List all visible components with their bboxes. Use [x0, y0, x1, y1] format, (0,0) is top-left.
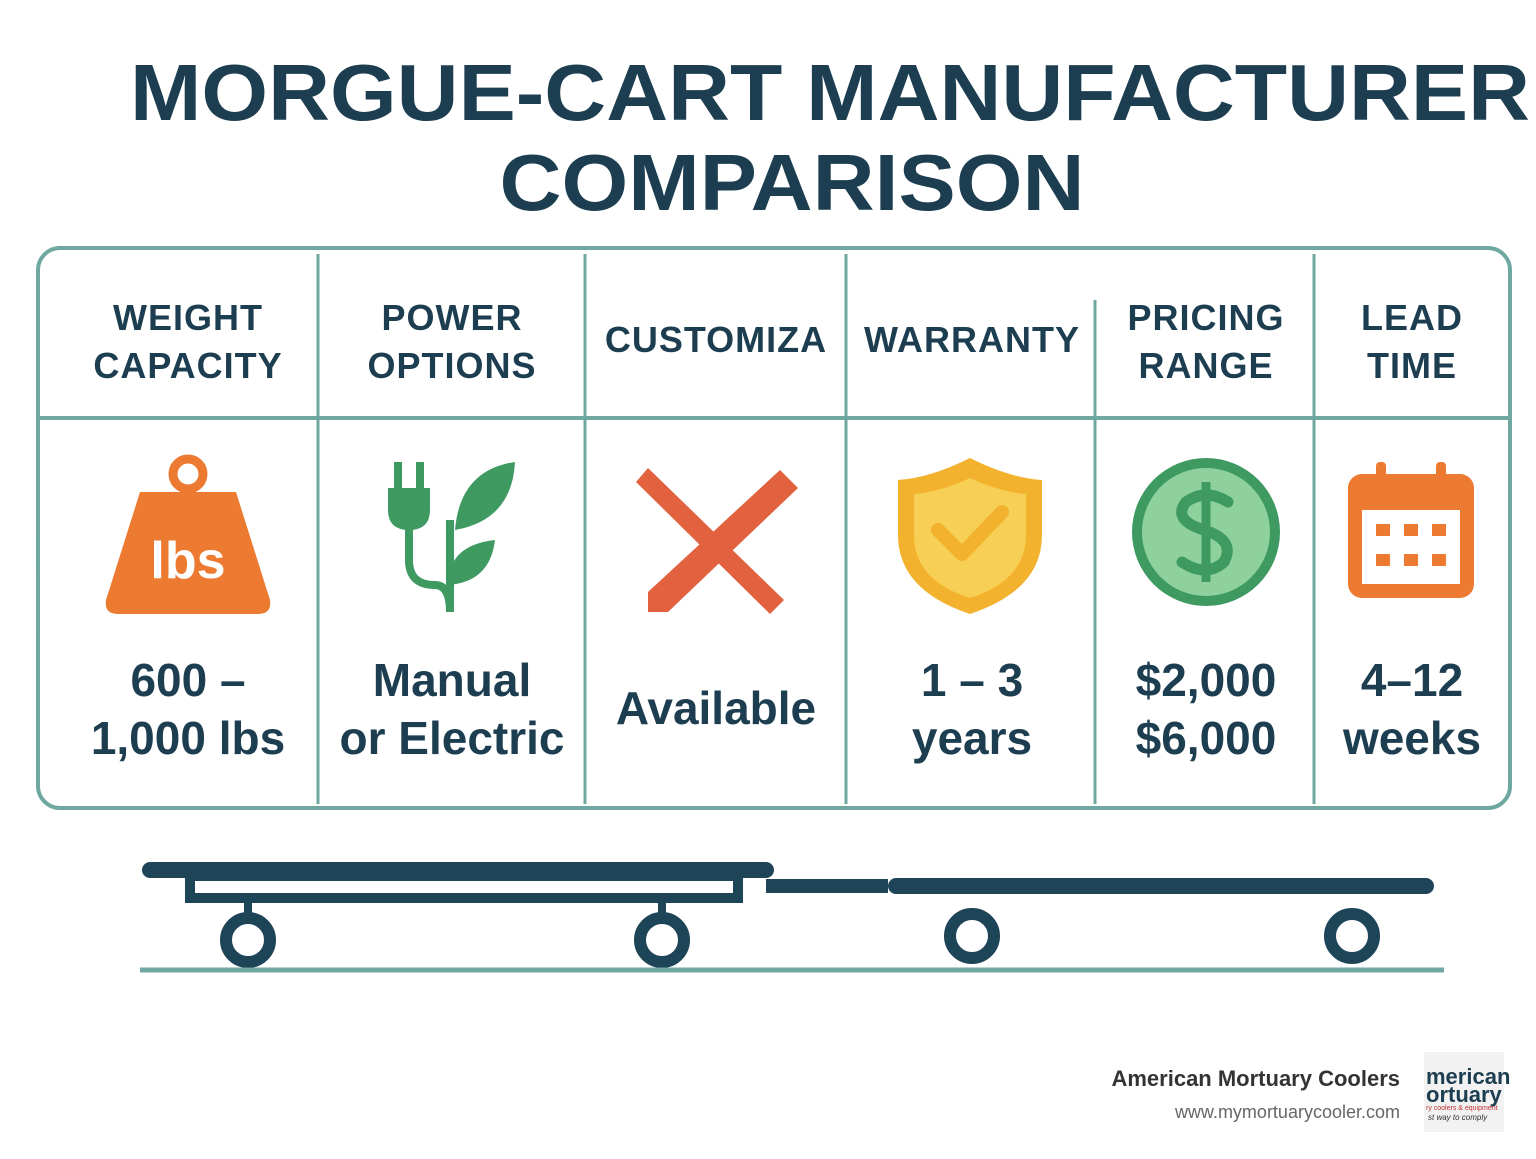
cart-illustration: [140, 862, 1444, 973]
weight-icon: lbs: [105, 454, 271, 614]
logo-text: ortuary: [1426, 1082, 1503, 1107]
footer-url: www.mymortuarycooler.com: [1174, 1102, 1400, 1122]
column-header: CUSTOMIZA: [605, 319, 827, 360]
column-header: PRICING: [1127, 297, 1284, 338]
title-line: COMPARISON: [500, 138, 1085, 227]
column-value: or Electric: [340, 712, 565, 764]
column-header: CAPACITY: [93, 345, 282, 386]
column-value: weeks: [1342, 712, 1481, 764]
column-value: 1,000 lbs: [91, 712, 285, 764]
logo-text: ry coolers & equipment: [1426, 1105, 1498, 1112]
column-value: 1 – 3: [921, 654, 1023, 706]
column-header: TIME: [1367, 345, 1457, 386]
logo: merican ortuary ry coolers & equipment s…: [1424, 1052, 1510, 1132]
column-header: POWER: [381, 297, 522, 338]
footer-brand: American Mortuary Coolers: [1111, 1066, 1400, 1091]
column-header: OPTIONS: [367, 345, 536, 386]
column-value: $2,000: [1136, 654, 1277, 706]
column-header: LEAD: [1361, 297, 1463, 338]
column-value: years: [912, 712, 1032, 764]
calendar-icon: [1348, 462, 1474, 598]
column-header: RANGE: [1138, 345, 1273, 386]
power-icon: [388, 462, 515, 613]
logo-text: merican: [1426, 1064, 1510, 1089]
logo-text: st way to comply: [1428, 1113, 1488, 1122]
column-dividers: [316, 254, 1316, 804]
title-line: MORGUE-CART MANUFACTURER: [130, 48, 1530, 137]
column-header: WARRANTY: [864, 319, 1080, 360]
column-value: Available: [616, 682, 816, 734]
column-header: WEIGHT: [113, 297, 263, 338]
dollar-icon: [1132, 458, 1280, 606]
column-value: $6,000: [1136, 712, 1277, 764]
column-value: 4–12: [1361, 654, 1463, 706]
table-frame: [36, 246, 1512, 810]
icon-label: lbs: [150, 532, 225, 590]
column-value: 600 –: [130, 654, 245, 706]
shield-icon: [898, 458, 1042, 614]
tools-icon: [636, 468, 798, 614]
column-value: Manual: [373, 654, 531, 706]
